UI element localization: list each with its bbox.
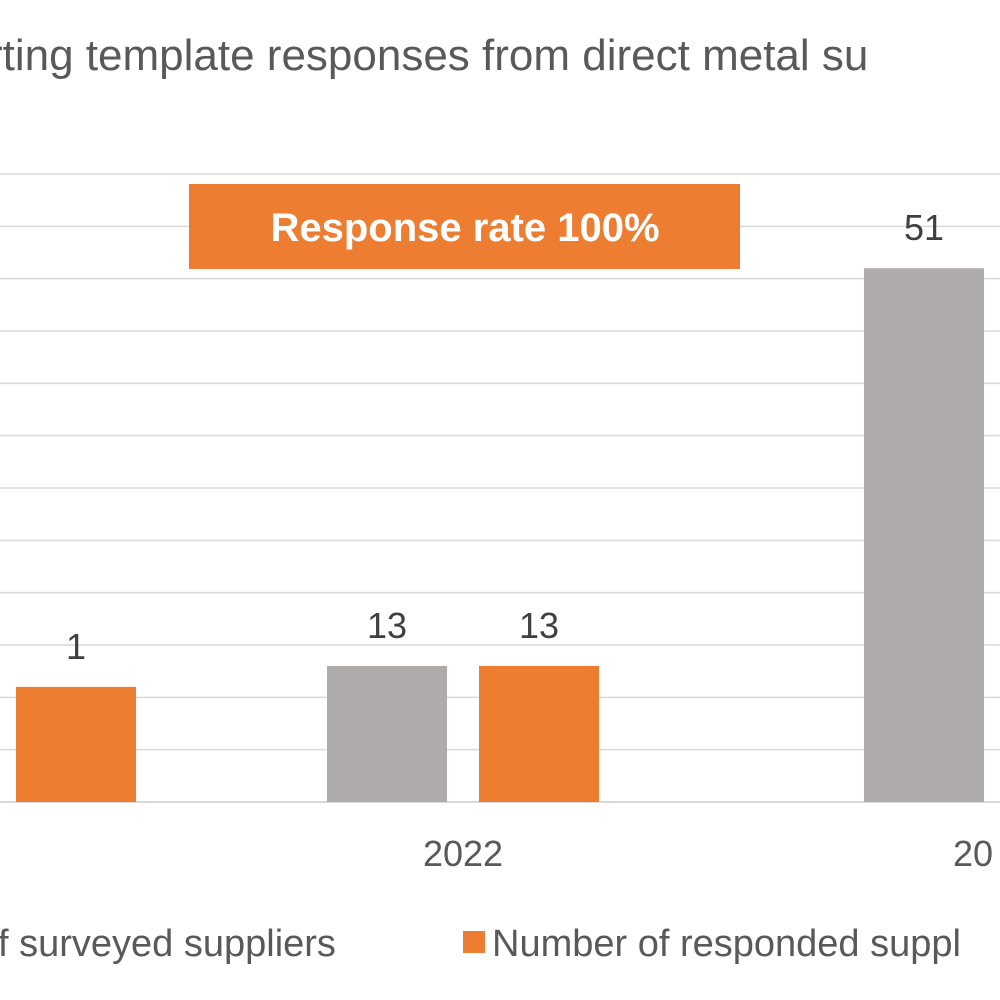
data-label: 13 — [519, 605, 559, 646]
legend-swatch-responded — [463, 931, 485, 953]
data-label: 51 — [904, 207, 944, 248]
legend-label-responded: Number of responded suppl — [492, 923, 961, 965]
data-labels: 1 13 13 51 — [66, 207, 944, 667]
x-tick-label: 2022 — [423, 833, 503, 874]
x-tick-label: 20 — [953, 833, 993, 874]
bar-surveyed-20 — [864, 268, 984, 802]
response-rate-badge: Response rate 100% — [189, 184, 740, 269]
response-rate-badge-box — [189, 184, 740, 269]
bar-responded-cat0 — [16, 686, 136, 802]
bar-responded-2022 — [479, 665, 599, 802]
bars — [16, 268, 984, 802]
bar-surveyed-2022 — [327, 665, 447, 802]
data-label: 13 — [367, 605, 407, 646]
legend-label-surveyed: f surveyed suppliers — [0, 923, 336, 965]
legend: f surveyed suppliers Number of responded… — [0, 923, 961, 965]
x-axis-ticks: 2022 20 — [423, 833, 993, 874]
response-rate-text: Response rate 100% — [270, 206, 659, 250]
gridlines — [0, 173, 1000, 803]
data-label: 1 — [66, 626, 86, 667]
chart-title: rting template responses from direct met… — [0, 31, 868, 80]
